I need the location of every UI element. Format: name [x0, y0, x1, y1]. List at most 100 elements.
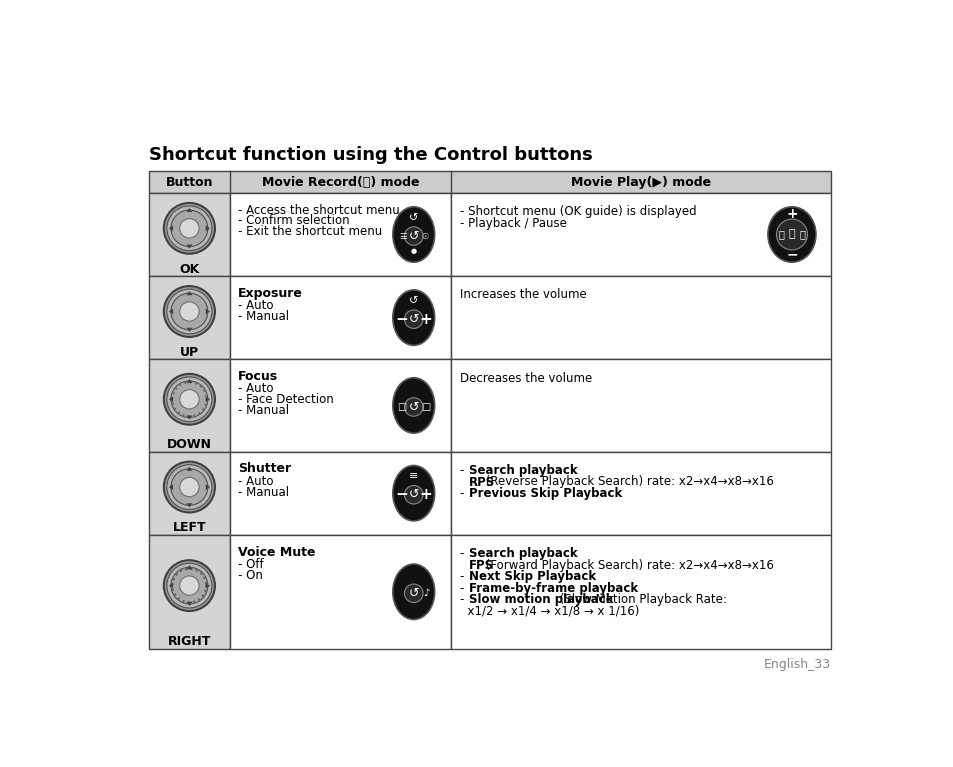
Text: (Slow Motion Playback Rate:: (Slow Motion Playback Rate: — [556, 594, 726, 606]
Bar — [451, 452, 830, 535]
Circle shape — [404, 486, 422, 504]
Text: x1/2 → x1/4 → x1/8 → x 1/16): x1/2 → x1/4 → x1/8 → x 1/16) — [459, 605, 639, 618]
Polygon shape — [186, 602, 193, 606]
Text: FPS: FPS — [469, 558, 494, 571]
Text: □: □ — [396, 402, 406, 412]
Circle shape — [193, 601, 195, 603]
Text: - Exit the shortcut menu: - Exit the shortcut menu — [237, 225, 381, 239]
Circle shape — [200, 572, 202, 574]
Circle shape — [171, 568, 208, 604]
Circle shape — [164, 560, 214, 611]
Polygon shape — [206, 225, 210, 232]
Polygon shape — [169, 397, 172, 402]
Text: ⏭: ⏭ — [799, 229, 804, 239]
Text: - Auto: - Auto — [237, 299, 274, 312]
Bar — [149, 535, 230, 649]
Bar — [230, 535, 451, 649]
Circle shape — [185, 568, 187, 571]
Text: RPS: RPS — [469, 476, 495, 489]
Circle shape — [173, 594, 176, 596]
Polygon shape — [169, 225, 172, 232]
Text: - Manual: - Manual — [237, 310, 289, 323]
Circle shape — [172, 403, 173, 405]
Circle shape — [205, 398, 207, 400]
Text: +: + — [785, 207, 797, 222]
Circle shape — [179, 576, 199, 595]
Circle shape — [183, 414, 184, 416]
Circle shape — [164, 462, 214, 512]
Polygon shape — [169, 308, 172, 314]
Bar — [451, 276, 830, 359]
Circle shape — [193, 414, 195, 416]
Circle shape — [179, 570, 182, 572]
Text: ⏸: ⏸ — [788, 229, 795, 239]
Circle shape — [204, 403, 206, 406]
Circle shape — [197, 598, 200, 601]
Circle shape — [175, 574, 177, 576]
Text: Movie Play(▶) mode: Movie Play(▶) mode — [570, 176, 710, 189]
Text: -: - — [459, 487, 468, 500]
Text: ↺: ↺ — [408, 587, 418, 600]
Circle shape — [179, 384, 181, 386]
Ellipse shape — [767, 207, 815, 262]
Text: Previous Skip Playback: Previous Skip Playback — [469, 487, 621, 500]
Text: −: − — [785, 248, 797, 262]
Text: Exposure: Exposure — [237, 287, 302, 300]
Ellipse shape — [393, 290, 435, 345]
Text: Slow motion playback: Slow motion playback — [469, 594, 613, 606]
Bar — [230, 193, 451, 276]
Ellipse shape — [393, 377, 435, 433]
Circle shape — [171, 381, 208, 417]
Text: ↺: ↺ — [408, 400, 418, 413]
Polygon shape — [169, 583, 172, 588]
Circle shape — [164, 374, 214, 425]
Circle shape — [179, 302, 199, 321]
Text: Increases the volume: Increases the volume — [459, 288, 586, 301]
Text: Button: Button — [166, 176, 213, 189]
Circle shape — [188, 601, 190, 604]
Text: - Confirm selection: - Confirm selection — [237, 215, 349, 228]
Text: Movie Record(🎥) mode: Movie Record(🎥) mode — [261, 176, 418, 189]
Text: -: - — [459, 594, 468, 606]
Text: - Face Detection: - Face Detection — [237, 393, 334, 406]
Text: ≡: ≡ — [409, 471, 418, 481]
Bar — [230, 359, 451, 452]
Circle shape — [194, 383, 196, 385]
Circle shape — [167, 465, 212, 509]
Ellipse shape — [393, 207, 435, 262]
Circle shape — [203, 390, 205, 392]
Text: OK: OK — [179, 262, 199, 275]
Text: - Access the shortcut menu: - Access the shortcut menu — [237, 204, 399, 217]
Text: ↺: ↺ — [409, 296, 418, 306]
Text: (Forward Playback Search) rate: x2→x4→x8→x16: (Forward Playback Search) rate: x2→x4→x8… — [481, 558, 773, 571]
Polygon shape — [206, 484, 210, 490]
Text: □: □ — [421, 402, 431, 412]
Text: ↺: ↺ — [408, 313, 418, 326]
Circle shape — [172, 583, 173, 585]
Ellipse shape — [393, 564, 435, 620]
Text: ↺: ↺ — [409, 212, 418, 222]
Bar — [149, 359, 230, 452]
Text: UP: UP — [179, 346, 199, 359]
Circle shape — [177, 597, 180, 600]
Circle shape — [404, 227, 422, 245]
Circle shape — [205, 395, 207, 397]
Text: - Manual: - Manual — [237, 404, 289, 417]
Ellipse shape — [393, 466, 435, 521]
Text: -: - — [459, 570, 468, 583]
Text: ●: ● — [410, 249, 416, 255]
Circle shape — [179, 390, 199, 409]
Text: - Manual: - Manual — [237, 486, 289, 499]
Polygon shape — [169, 484, 172, 490]
Text: Search playback: Search playback — [469, 547, 577, 560]
Text: +: + — [419, 311, 432, 327]
Circle shape — [198, 412, 200, 414]
Text: - Shortcut menu (OK guide) is displayed: - Shortcut menu (OK guide) is displayed — [459, 206, 696, 219]
Text: −: − — [395, 311, 407, 327]
Bar — [149, 193, 230, 276]
Text: Frame-by-frame playback: Frame-by-frame playback — [469, 581, 638, 594]
Circle shape — [164, 203, 214, 254]
Circle shape — [172, 397, 173, 400]
Circle shape — [184, 382, 186, 384]
Text: (Reverse Playback Search) rate: x2→x4→x8→x16: (Reverse Playback Search) rate: x2→x4→x8… — [481, 476, 773, 489]
